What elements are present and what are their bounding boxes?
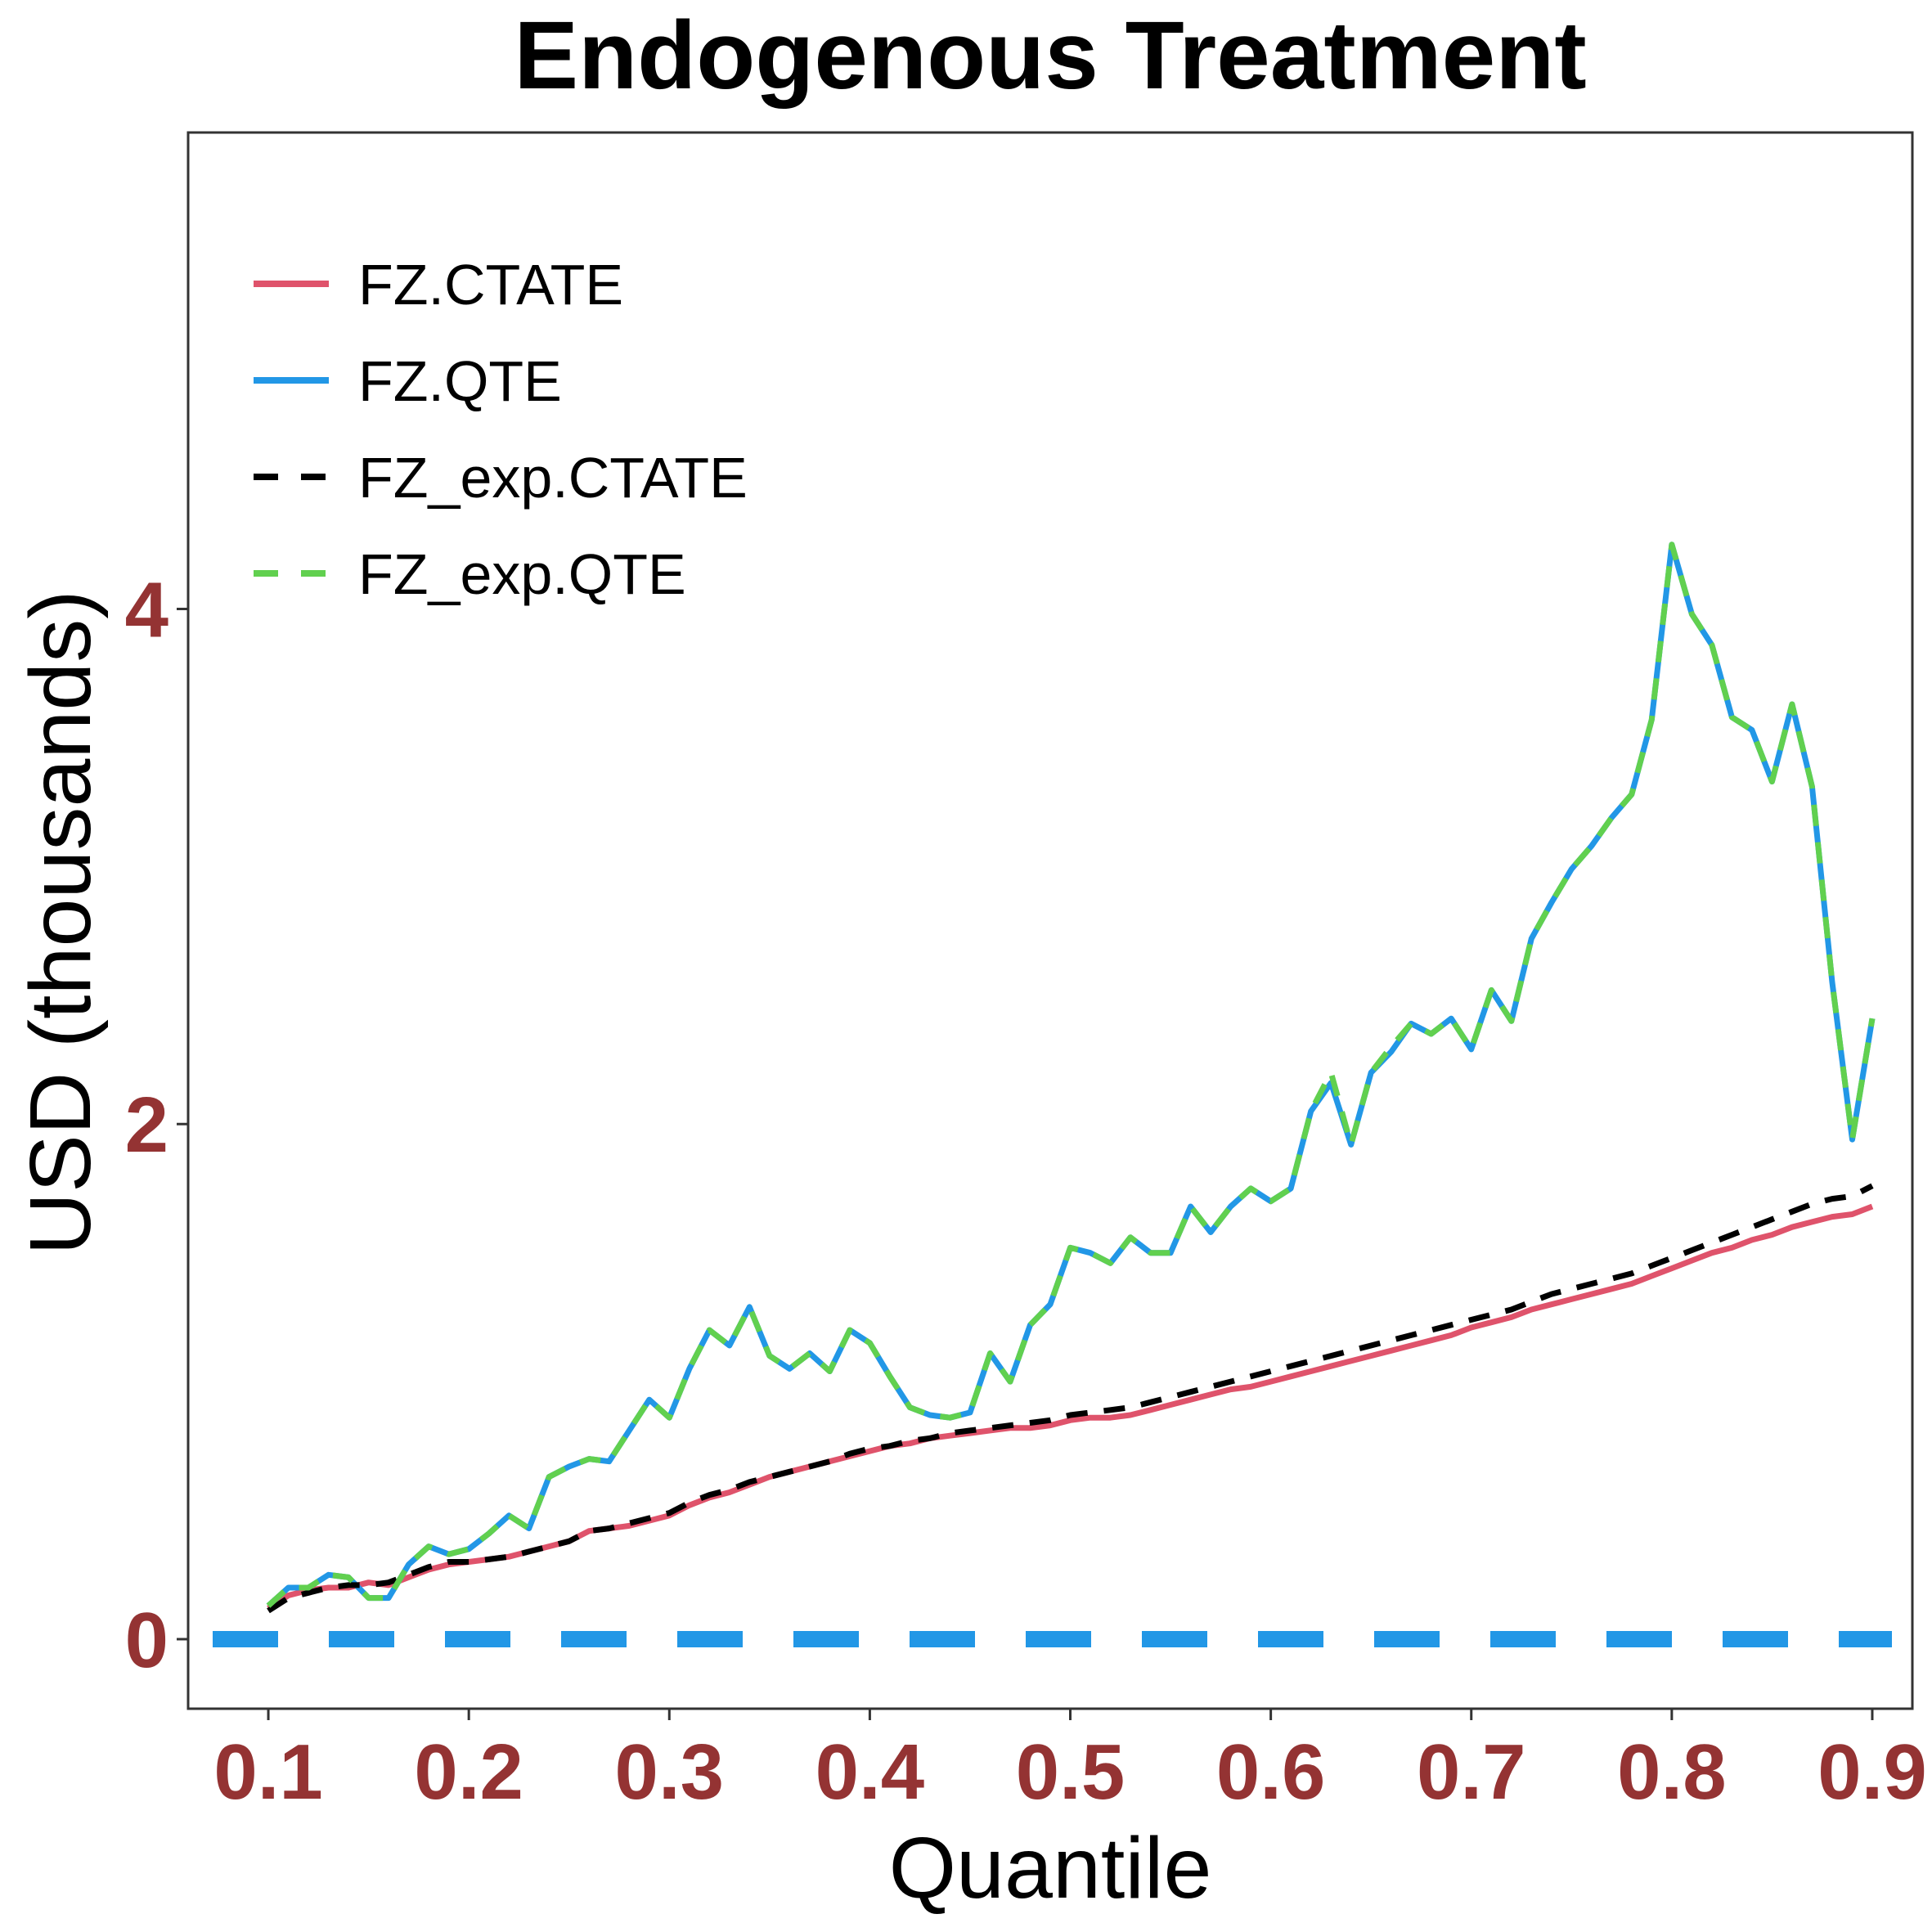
series-group bbox=[266, 541, 1876, 1614]
x-tick-label: 0.2 bbox=[414, 1728, 523, 1816]
series-line-fz-exp-ctate bbox=[267, 1183, 1874, 1614]
x-tick-label: 0.3 bbox=[615, 1728, 724, 1816]
x-tick-label: 0.7 bbox=[1417, 1728, 1525, 1816]
plot-area bbox=[213, 541, 1892, 1647]
legend-label: FZ.CTATE bbox=[358, 253, 623, 317]
series-line-fz-exp-qte bbox=[266, 541, 1876, 1608]
y-axis-title: USD (thousands) bbox=[12, 590, 109, 1255]
y-tick-label: 2 bbox=[125, 1081, 168, 1169]
x-axis: 0.1 0.2 0.3 0.4 0.5 0.6 0.7 0.8 0.9 bbox=[213, 1709, 1927, 1816]
x-tick-label: 0.9 bbox=[1817, 1728, 1926, 1816]
x-axis-title: Quantile bbox=[889, 1820, 1212, 1916]
x-tick-label: 0.8 bbox=[1617, 1728, 1726, 1816]
y-axis: 0 2 4 bbox=[125, 567, 188, 1684]
chart-title: Endogenous Treatment bbox=[514, 2, 1586, 110]
legend-label: FZ_exp.CTATE bbox=[358, 446, 748, 510]
x-tick-label: 0.1 bbox=[213, 1728, 322, 1816]
legend: FZ.CTATE FZ.QTE FZ_exp.CTATE FZ_exp.QTE bbox=[254, 253, 748, 606]
legend-label: FZ_exp.QTE bbox=[358, 542, 686, 606]
x-tick-label: 0.6 bbox=[1216, 1728, 1325, 1816]
x-tick-label: 0.4 bbox=[815, 1728, 924, 1816]
y-tick-label: 4 bbox=[125, 567, 168, 654]
x-tick-label: 0.5 bbox=[1016, 1728, 1125, 1816]
y-tick-label: 0 bbox=[125, 1597, 168, 1684]
legend-label: FZ.QTE bbox=[358, 349, 562, 413]
plot-panel bbox=[186, 131, 1914, 1710]
